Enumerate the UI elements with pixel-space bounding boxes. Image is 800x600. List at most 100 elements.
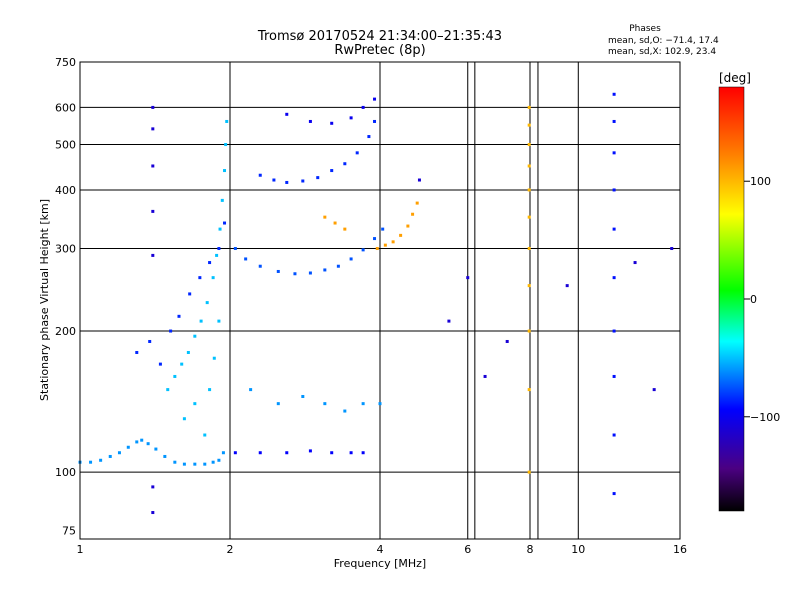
echo-point (349, 116, 353, 120)
x-tick-labels: 1 2 4 6 8 10 16 (77, 543, 688, 556)
echo-point (223, 221, 227, 225)
echo-point (217, 247, 221, 251)
echo-point (612, 433, 616, 437)
echo-point (177, 314, 181, 318)
echo-point (383, 243, 387, 247)
echo-point (89, 460, 93, 464)
echo-point (158, 362, 162, 366)
y-tick-label: 500 (55, 139, 76, 152)
echo-point (527, 470, 531, 474)
y-tick-label: 100 (55, 466, 76, 479)
echo-point (633, 261, 637, 265)
echo-point (212, 356, 216, 360)
echo-point (211, 276, 215, 280)
echo-point (308, 449, 312, 453)
echo-point (233, 451, 237, 455)
x-tick-label: 16 (673, 543, 687, 556)
echo-point (527, 164, 531, 168)
echo-point (466, 276, 470, 280)
echo-point (151, 164, 155, 168)
echo-point (285, 112, 289, 116)
echo-point (411, 212, 415, 216)
echo-point (330, 121, 334, 125)
echo-point (205, 301, 209, 305)
y-axis-label: Stationary phase Virtual Height [km] (38, 199, 51, 401)
y-tick-label: 750 (55, 56, 76, 69)
y-tick-label: 600 (55, 101, 76, 114)
echo-point (612, 374, 616, 378)
echo-point (399, 233, 403, 237)
echo-point (527, 388, 531, 392)
echo-point (186, 350, 190, 354)
colorbar-tick-label: 0 (750, 293, 757, 306)
echo-point (612, 227, 616, 231)
echo-point (258, 264, 262, 268)
echo-point (258, 173, 262, 177)
echo-point (361, 248, 365, 252)
echo-point (612, 188, 616, 192)
echo-point (146, 442, 150, 446)
echo-point (308, 119, 312, 123)
echo-point (169, 329, 173, 333)
echo-point (244, 257, 248, 261)
echo-point (373, 237, 377, 241)
echo-point (483, 374, 487, 378)
chart-title: Tromsø 20170524 21:34:00–21:35:43 (257, 29, 502, 44)
echo-point (198, 276, 202, 280)
echo-point (293, 272, 297, 276)
echo-point (316, 176, 320, 180)
echo-point (527, 329, 531, 333)
chart-subtitle: RwPretec (8p) (334, 43, 425, 58)
echo-point (367, 135, 371, 139)
echo-point (182, 462, 186, 466)
echo-point (208, 388, 212, 392)
echo-point (527, 188, 531, 192)
echo-point (378, 402, 382, 406)
echo-point (652, 388, 656, 392)
phases-stats-o: mean, sd,O: −71.4, 17.4 (608, 36, 719, 46)
echo-point (505, 339, 509, 343)
echo-point (612, 329, 616, 333)
echo-point (330, 451, 334, 455)
echo-point (151, 485, 155, 489)
echo-point (276, 269, 280, 273)
echo-point (323, 402, 327, 406)
phases-stats-x: mean, sd,X: 102.9, 23.4 (608, 47, 716, 57)
echo-point (612, 151, 616, 155)
echo-point (151, 105, 155, 109)
echo-point (173, 374, 177, 378)
echo-point (151, 209, 155, 213)
plot-frame (79, 61, 681, 540)
colorbar-tick-label: −100 (750, 411, 780, 424)
echo-point (361, 451, 365, 455)
echo-point (447, 319, 451, 323)
echo-point (527, 247, 531, 251)
y-tick-label: 300 (55, 243, 76, 256)
echo-point (301, 179, 305, 183)
colorbar-tick-label: 100 (750, 175, 771, 188)
phases-stats-title: Phases (629, 24, 661, 34)
echo-point (323, 268, 327, 272)
echo-point (612, 92, 616, 96)
echo-point (333, 221, 337, 225)
echo-point (373, 97, 377, 101)
echo-point (193, 402, 197, 406)
x-tick-label: 4 (377, 543, 384, 556)
grid-lines (80, 62, 680, 539)
echo-point (203, 433, 207, 437)
x-tick-label: 6 (464, 543, 471, 556)
echo-point (217, 458, 221, 462)
echo-point (225, 119, 229, 123)
x-tick-label: 2 (227, 543, 234, 556)
phase-colorbar (718, 86, 745, 512)
echo-point (99, 458, 103, 462)
echo-point (173, 460, 177, 464)
echo-point (126, 445, 130, 449)
echo-point (135, 440, 139, 444)
echo-point (285, 451, 289, 455)
echo-point (151, 127, 155, 131)
y-tick-label: 200 (55, 325, 76, 338)
echo-point (308, 271, 312, 275)
echo-point (612, 492, 616, 496)
